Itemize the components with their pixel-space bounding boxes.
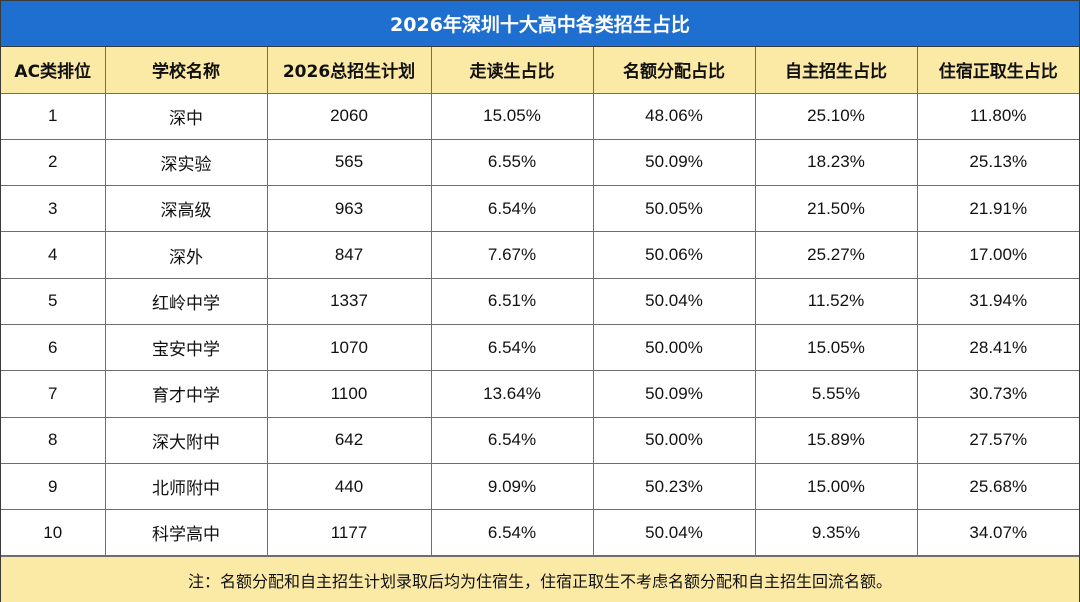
boarding-ratio-cell: 21.91% <box>916 185 1079 233</box>
rank-cell: 4 <box>1 231 106 279</box>
header-rank: AC类排位 <box>1 47 106 94</box>
boarding-ratio-cell: 25.13% <box>916 138 1079 187</box>
school-name-cell: 深高级 <box>104 185 268 233</box>
table-row: 5 红岭中学 1337 6.51% 50.04% 11.52% 31.94% <box>1 277 1079 325</box>
total-plan-cell: 1070 <box>266 323 432 372</box>
day-student-ratio-cell: 9.09% <box>430 462 594 511</box>
day-student-ratio-cell: 6.54% <box>430 416 594 464</box>
header-quota-allocation-ratio: 名额分配占比 <box>592 47 756 94</box>
data-table: AC类排位 学校名称 2026总招生计划 走读生占比 名额分配占比 自主招生占比… <box>1 47 1079 557</box>
header-independent-admission-ratio: 自主招生占比 <box>754 47 918 94</box>
rank-cell: 10 <box>1 509 106 557</box>
independent-admission-ratio-cell: 15.00% <box>754 462 918 511</box>
independent-admission-ratio-cell: 11.52% <box>754 277 918 325</box>
quota-allocation-ratio-cell: 50.00% <box>592 323 756 372</box>
rank-cell: 1 <box>1 92 106 140</box>
table-row: 3 深高级 963 6.54% 50.05% 21.50% 21.91% <box>1 185 1079 233</box>
quota-allocation-ratio-cell: 50.09% <box>592 370 756 418</box>
total-plan-cell: 2060 <box>266 92 432 140</box>
school-name-cell: 深外 <box>104 231 268 279</box>
rank-cell: 7 <box>1 370 106 418</box>
day-student-ratio-cell: 6.54% <box>430 509 594 557</box>
day-student-ratio-cell: 7.67% <box>430 231 594 279</box>
independent-admission-ratio-cell: 21.50% <box>754 185 918 233</box>
quota-allocation-ratio-cell: 50.05% <box>592 185 756 233</box>
independent-admission-ratio-cell: 18.23% <box>754 138 918 187</box>
day-student-ratio-cell: 13.64% <box>430 370 594 418</box>
school-name-cell: 深大附中 <box>104 416 268 464</box>
boarding-ratio-cell: 25.68% <box>916 462 1079 511</box>
boarding-ratio-cell: 31.94% <box>916 277 1079 325</box>
day-student-ratio-cell: 15.05% <box>430 92 594 140</box>
footnote: 注：名额分配和自主招生计划录取后均为住宿生，住宿正取生不考虑名额分配和自主招生回… <box>1 556 1079 602</box>
independent-admission-ratio-cell: 15.89% <box>754 416 918 464</box>
total-plan-cell: 1100 <box>266 370 432 418</box>
boarding-ratio-cell: 17.00% <box>916 231 1079 279</box>
total-plan-cell: 847 <box>266 231 432 279</box>
table-row: 6 宝安中学 1070 6.54% 50.00% 15.05% 28.41% <box>1 323 1079 372</box>
table-title: 2026年深圳十大高中各类招生占比 <box>1 1 1079 47</box>
rank-cell: 5 <box>1 277 106 325</box>
rank-cell: 9 <box>1 462 106 511</box>
school-name-cell: 北师附中 <box>104 462 268 511</box>
quota-allocation-ratio-cell: 50.09% <box>592 138 756 187</box>
header-total-plan: 2026总招生计划 <box>266 47 432 94</box>
header-boarding-ratio: 住宿正取生占比 <box>916 47 1079 94</box>
rank-cell: 3 <box>1 185 106 233</box>
quota-allocation-ratio-cell: 50.04% <box>592 277 756 325</box>
total-plan-cell: 642 <box>266 416 432 464</box>
total-plan-cell: 440 <box>266 462 432 511</box>
table-row: 4 深外 847 7.67% 50.06% 25.27% 17.00% <box>1 231 1079 279</box>
rank-cell: 8 <box>1 416 106 464</box>
boarding-ratio-cell: 34.07% <box>916 509 1079 557</box>
school-name-cell: 科学高中 <box>104 509 268 557</box>
boarding-ratio-cell: 11.80% <box>916 92 1079 140</box>
independent-admission-ratio-cell: 5.55% <box>754 370 918 418</box>
day-student-ratio-cell: 6.54% <box>430 323 594 372</box>
school-name-cell: 深实验 <box>104 138 268 187</box>
table-row: 10 科学高中 1177 6.54% 50.04% 9.35% 34.07% <box>1 509 1079 557</box>
header-day-student-ratio: 走读生占比 <box>430 47 594 94</box>
independent-admission-ratio-cell: 25.27% <box>754 231 918 279</box>
table-row: 2 深实验 565 6.55% 50.09% 18.23% 25.13% <box>1 138 1079 187</box>
day-student-ratio-cell: 6.51% <box>430 277 594 325</box>
table-row: 8 深大附中 642 6.54% 50.00% 15.89% 27.57% <box>1 416 1079 464</box>
quota-allocation-ratio-cell: 50.04% <box>592 509 756 557</box>
rank-cell: 2 <box>1 138 106 187</box>
table-body: 1 深中 2060 15.05% 48.06% 25.10% 11.80% 2 深实验 565 6.… <box>1 92 1079 557</box>
total-plan-cell: 565 <box>266 138 432 187</box>
school-name-cell: 红岭中学 <box>104 277 268 325</box>
boarding-ratio-cell: 30.73% <box>916 370 1079 418</box>
header-school-name: 学校名称 <box>104 47 268 94</box>
school-name-cell: 宝安中学 <box>104 323 268 372</box>
quota-allocation-ratio-cell: 50.23% <box>592 462 756 511</box>
school-name-cell: 育才中学 <box>104 370 268 418</box>
school-name-cell: 深中 <box>104 92 268 140</box>
boarding-ratio-cell: 27.57% <box>916 416 1079 464</box>
independent-admission-ratio-cell: 9.35% <box>754 509 918 557</box>
independent-admission-ratio-cell: 25.10% <box>754 92 918 140</box>
total-plan-cell: 963 <box>266 185 432 233</box>
quota-allocation-ratio-cell: 48.06% <box>592 92 756 140</box>
rank-cell: 6 <box>1 323 106 372</box>
independent-admission-ratio-cell: 15.05% <box>754 323 918 372</box>
table-row: 1 深中 2060 15.05% 48.06% 25.10% 11.80% <box>1 92 1079 140</box>
boarding-ratio-cell: 28.41% <box>916 323 1079 372</box>
quota-allocation-ratio-cell: 50.06% <box>592 231 756 279</box>
day-student-ratio-cell: 6.54% <box>430 185 594 233</box>
total-plan-cell: 1337 <box>266 277 432 325</box>
table-row: 9 北师附中 440 9.09% 50.23% 15.00% 25.68% <box>1 462 1079 511</box>
table-row: 7 育才中学 1100 13.64% 50.09% 5.55% 30.73% <box>1 370 1079 418</box>
quota-allocation-ratio-cell: 50.00% <box>592 416 756 464</box>
day-student-ratio-cell: 6.55% <box>430 138 594 187</box>
header-row: AC类排位 学校名称 2026总招生计划 走读生占比 名额分配占比 自主招生占比… <box>1 47 1079 94</box>
total-plan-cell: 1177 <box>266 509 432 557</box>
